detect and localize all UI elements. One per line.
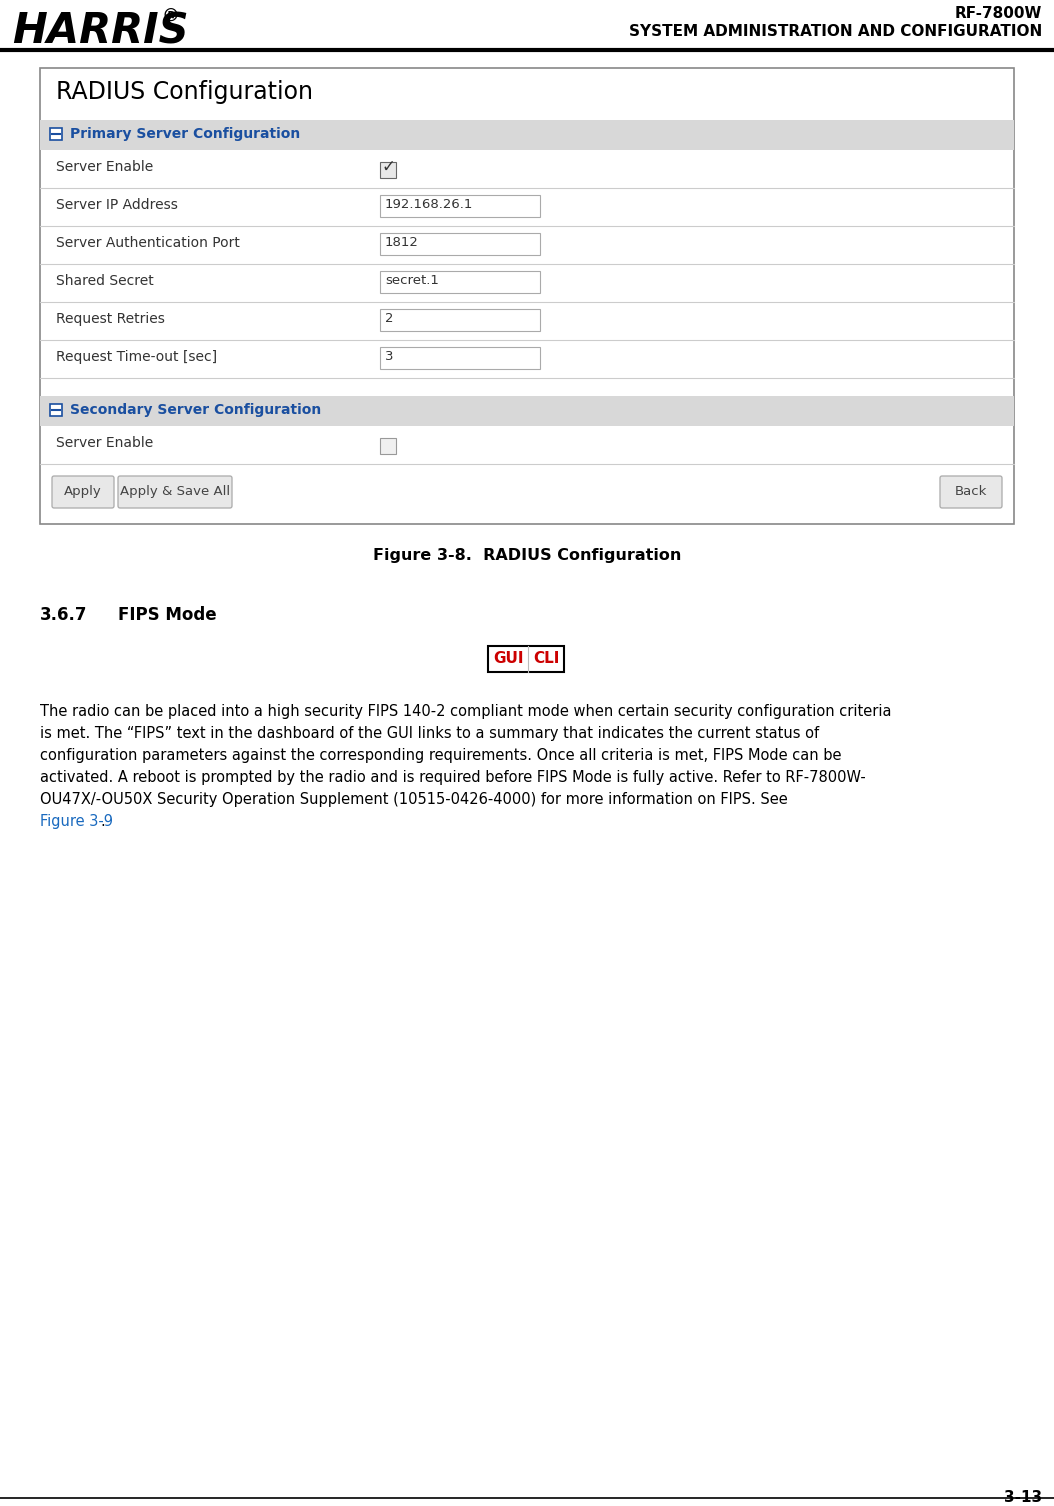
Text: Figure 3-9: Figure 3-9 bbox=[40, 815, 113, 828]
Text: ✓: ✓ bbox=[380, 158, 395, 176]
Text: configuration parameters against the corresponding requirements. Once all criter: configuration parameters against the cor… bbox=[40, 748, 841, 764]
Text: RADIUS Configuration: RADIUS Configuration bbox=[56, 80, 313, 104]
Bar bbox=[50, 128, 62, 140]
Text: FIPS Mode: FIPS Mode bbox=[118, 605, 217, 623]
Text: The radio can be placed into a high security FIPS 140-2 compliant mode when cert: The radio can be placed into a high secu… bbox=[40, 703, 892, 718]
Text: Request Retries: Request Retries bbox=[56, 312, 164, 325]
Bar bbox=[380, 163, 396, 178]
Text: OU47X/-OU50X Security Operation Supplement (10515-0426-4000) for more informatio: OU47X/-OU50X Security Operation Suppleme… bbox=[40, 792, 787, 807]
Bar bbox=[380, 233, 540, 255]
Bar bbox=[488, 646, 564, 672]
FancyBboxPatch shape bbox=[118, 476, 232, 508]
Text: Server IP Address: Server IP Address bbox=[56, 197, 178, 212]
Text: 3.6.7: 3.6.7 bbox=[40, 605, 87, 623]
Text: Primary Server Configuration: Primary Server Configuration bbox=[70, 127, 300, 142]
Bar bbox=[380, 271, 540, 294]
Bar bbox=[380, 309, 540, 331]
Text: secret.1: secret.1 bbox=[385, 274, 438, 288]
Text: Request Time-out [sec]: Request Time-out [sec] bbox=[56, 349, 217, 364]
Bar bbox=[40, 68, 1014, 524]
Text: Shared Secret: Shared Secret bbox=[56, 274, 154, 288]
Text: Secondary Server Configuration: Secondary Server Configuration bbox=[70, 404, 321, 417]
Text: .: . bbox=[100, 815, 104, 828]
Text: activated. A reboot is prompted by the radio and is required before FIPS Mode is: activated. A reboot is prompted by the r… bbox=[40, 770, 865, 785]
Text: Server Enable: Server Enable bbox=[56, 437, 153, 450]
Text: is met. The “FIPS” text in the dashboard of the GUI links to a summary that indi: is met. The “FIPS” text in the dashboard… bbox=[40, 726, 819, 741]
Text: RF-7800W: RF-7800W bbox=[955, 6, 1042, 21]
Bar bbox=[380, 438, 396, 453]
Bar bbox=[40, 120, 1014, 151]
Text: Back: Back bbox=[955, 485, 988, 498]
Text: Server Enable: Server Enable bbox=[56, 160, 153, 175]
Text: HARRIS: HARRIS bbox=[12, 11, 189, 53]
Bar bbox=[50, 404, 62, 416]
Text: Figure 3-8.  RADIUS Configuration: Figure 3-8. RADIUS Configuration bbox=[373, 548, 681, 563]
Bar bbox=[380, 346, 540, 369]
Text: 1812: 1812 bbox=[385, 236, 418, 248]
Text: 2: 2 bbox=[385, 312, 393, 325]
Text: CLI: CLI bbox=[533, 651, 560, 666]
Text: Server Authentication Port: Server Authentication Port bbox=[56, 236, 240, 250]
Text: 192.168.26.1: 192.168.26.1 bbox=[385, 197, 473, 211]
Text: 3-13: 3-13 bbox=[1003, 1489, 1042, 1504]
Text: Apply & Save All: Apply & Save All bbox=[120, 485, 230, 498]
Bar bbox=[380, 194, 540, 217]
Text: Apply: Apply bbox=[64, 485, 102, 498]
Text: SYSTEM ADMINISTRATION AND CONFIGURATION: SYSTEM ADMINISTRATION AND CONFIGURATION bbox=[629, 24, 1042, 39]
Text: GUI: GUI bbox=[493, 651, 523, 666]
Text: 3: 3 bbox=[385, 349, 393, 363]
Bar bbox=[40, 396, 1014, 426]
FancyBboxPatch shape bbox=[940, 476, 1002, 508]
Text: ®: ® bbox=[162, 8, 180, 26]
FancyBboxPatch shape bbox=[52, 476, 114, 508]
